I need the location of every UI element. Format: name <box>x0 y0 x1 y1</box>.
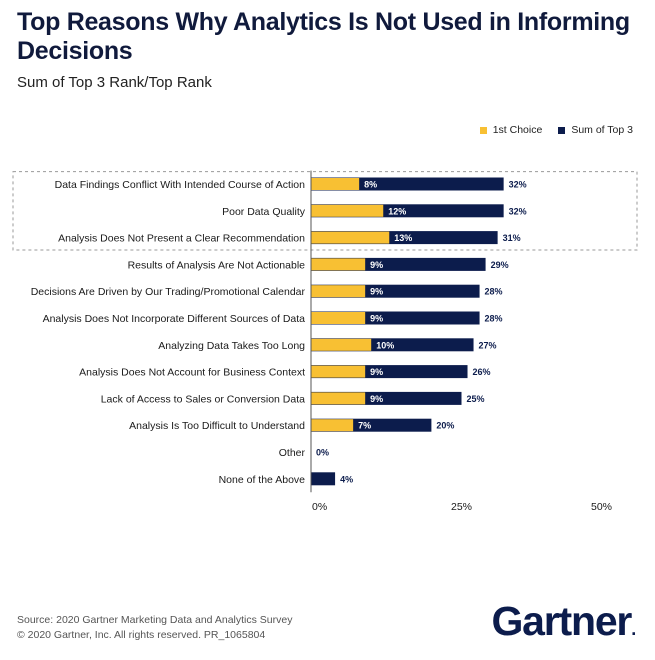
category-label: Analysis Is Too Difficult to Understand <box>129 420 305 432</box>
data-label-first-choice: 7% <box>358 421 371 431</box>
bar-chart: Data Findings Conflict With Intended Cou… <box>12 170 638 510</box>
category-label: None of the Above <box>219 474 306 486</box>
bar-sum-top3 <box>311 472 336 486</box>
data-label-sum-top3: 28% <box>485 314 503 324</box>
source-line: Source: 2020 Gartner Marketing Data and … <box>17 614 293 626</box>
highlight-box <box>12 171 638 251</box>
data-label-sum-top3: 0% <box>316 448 329 458</box>
logo-text: Gartner <box>491 598 632 644</box>
source-note: Source: 2020 Gartner Marketing Data and … <box>17 613 292 643</box>
chart-subtitle: Sum of Top 3 Rank/Top Rank <box>17 74 212 91</box>
data-label-first-choice: 8% <box>364 180 377 190</box>
bar-first-choice <box>311 285 366 298</box>
data-label-first-choice: 9% <box>370 394 383 404</box>
data-label-first-choice: 9% <box>370 314 383 324</box>
bar-first-choice <box>311 204 384 217</box>
data-label-first-choice: 9% <box>370 260 383 270</box>
logo-mark: . <box>631 619 636 639</box>
data-label-sum-top3: 25% <box>467 394 485 404</box>
data-label-sum-top3: 31% <box>503 233 521 243</box>
bar-first-choice <box>311 258 366 271</box>
copyright-line: © 2020 Gartner, Inc. All rights reserved… <box>17 629 266 641</box>
category-label: Results of Analysis Are Not Actionable <box>128 259 306 271</box>
category-label: Analyzing Data Takes Too Long <box>158 340 305 352</box>
legend-label-first-choice: 1st Choice <box>492 124 543 136</box>
x-tick-label: 25% <box>451 501 472 510</box>
data-label-sum-top3: 20% <box>436 421 454 431</box>
bar-first-choice <box>311 231 390 244</box>
bar-first-choice <box>311 312 366 324</box>
data-label-first-choice: 9% <box>370 367 383 377</box>
category-label: Lack of Access to Sales or Conversion Da… <box>101 393 305 405</box>
category-label: Other <box>279 447 306 459</box>
gartner-logo: Gartner. <box>491 598 636 645</box>
bar-first-choice <box>311 338 372 351</box>
data-label-first-choice: 12% <box>388 206 406 216</box>
data-label-sum-top3: 28% <box>485 287 503 297</box>
data-label-sum-top3: 26% <box>473 367 491 377</box>
chart-legend: 1st Choice Sum of Top 3 <box>464 124 633 136</box>
category-label: Analysis Does Not Incorporate Different … <box>43 313 306 325</box>
bar-first-choice <box>311 392 366 405</box>
data-label-first-choice: 13% <box>394 233 412 243</box>
data-label-sum-top3: 29% <box>491 260 509 270</box>
legend-item-first-choice: 1st Choice <box>479 124 543 136</box>
bar-first-choice <box>311 419 354 432</box>
category-label: Decisions Are Driven by Our Trading/Prom… <box>31 286 306 298</box>
legend-label-sum-top3: Sum of Top 3 <box>571 124 633 136</box>
category-label: Data Findings Conflict With Intended Cou… <box>55 179 306 191</box>
data-label-first-choice: 9% <box>370 287 383 297</box>
data-label-first-choice: 10% <box>376 340 394 350</box>
legend-swatch-first-choice <box>479 126 487 134</box>
chart-title: Top Reasons Why Analytics Is Not Used in… <box>17 8 630 65</box>
x-tick-label: 0% <box>312 501 327 510</box>
data-label-sum-top3: 27% <box>479 340 497 350</box>
category-label: Analysis Does Not Present a Clear Recomm… <box>58 233 305 245</box>
x-tick-label: 50% <box>591 501 612 510</box>
bar-first-choice <box>311 178 360 190</box>
category-label: Analysis Does Not Account for Business C… <box>79 367 305 379</box>
legend-swatch-sum-top3 <box>558 126 566 134</box>
data-label-sum-top3: 32% <box>509 180 527 190</box>
data-label-sum-top3: 4% <box>340 474 353 484</box>
bar-first-choice <box>311 365 366 378</box>
category-label: Poor Data Quality <box>222 206 306 218</box>
data-label-sum-top3: 32% <box>509 206 527 216</box>
legend-item-sum-top3: Sum of Top 3 <box>558 124 633 136</box>
